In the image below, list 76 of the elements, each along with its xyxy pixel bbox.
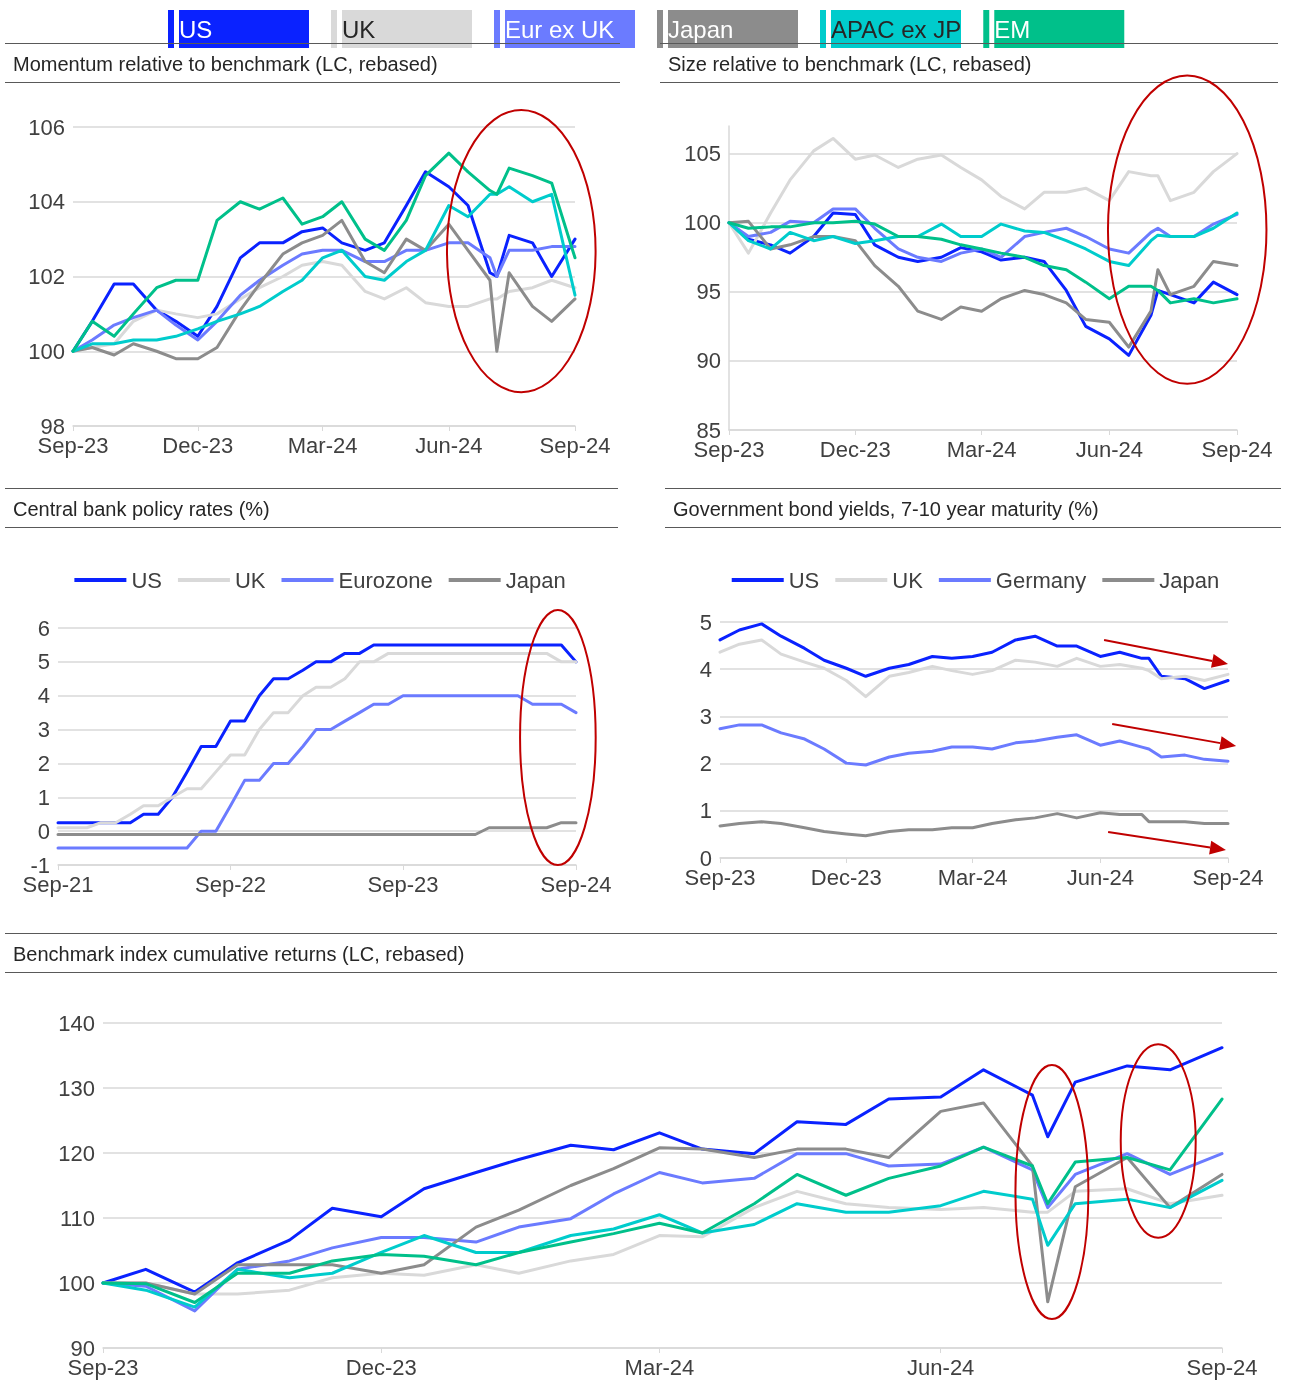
- y-tick-label: 106: [28, 114, 65, 140]
- y-tick-label: 95: [696, 279, 721, 305]
- chart-title: Size relative to benchmark (LC, rebased): [660, 43, 1278, 83]
- x-tick-label: Sep-24: [1186, 1354, 1258, 1380]
- line-series: [101, 1046, 1224, 1294]
- legend-label: Eurozone: [338, 567, 433, 593]
- legend-label: UK: [342, 15, 376, 43]
- y-tick-label: 104: [28, 189, 65, 215]
- x-tick-label: Sep-22: [195, 871, 266, 897]
- chart-title: Central bank policy rates (%): [5, 488, 618, 528]
- y-tick-label: 90: [70, 1335, 95, 1361]
- y-tick-label: 1: [699, 798, 712, 824]
- y-tick-label: 1: [37, 784, 50, 810]
- x-tick-label: Jun-24: [415, 432, 483, 458]
- y-tick-label: 2: [37, 750, 50, 776]
- x-tick-label: Mar-24: [624, 1354, 695, 1380]
- y-tick-label: 102: [28, 264, 65, 289]
- y-tick-label: -1: [30, 852, 50, 878]
- y-tick-label: 0: [37, 818, 50, 844]
- y-tick-label: 90: [696, 348, 721, 374]
- legend-label: US: [788, 567, 820, 593]
- x-tick-label: Sep-23: [367, 871, 439, 897]
- y-tick-label: 130: [58, 1075, 95, 1101]
- x-tick-label: Sep-24: [1201, 436, 1273, 462]
- y-tick-label: 100: [684, 210, 721, 236]
- y-tick-label: 2: [699, 751, 712, 777]
- y-tick-label: 98: [40, 413, 65, 439]
- line-series: [718, 638, 1230, 699]
- legend-label: Japan: [668, 15, 734, 43]
- y-tick-label: 100: [58, 1270, 95, 1296]
- y-tick-label: 0: [699, 845, 712, 871]
- legend-label: UK: [234, 567, 266, 593]
- legend-label: US: [179, 15, 213, 43]
- y-tick-label: 4: [37, 683, 50, 709]
- x-tick-label: Dec-23: [819, 436, 891, 462]
- y-tick-label: 4: [699, 656, 712, 682]
- x-tick-label: Dec-23: [810, 864, 882, 890]
- line-series: [727, 219, 1239, 305]
- x-tick-label: Mar-24: [287, 432, 358, 458]
- legend-label: Japan: [505, 567, 566, 593]
- chart-title: Government bond yields, 7-10 year maturity (%): [665, 488, 1281, 528]
- x-tick-label: Jun-24: [1075, 436, 1143, 462]
- line-series: [101, 1178, 1224, 1309]
- x-tick-label: Jun-24: [1066, 864, 1134, 890]
- y-tick-label: 100: [28, 338, 65, 364]
- chart-title: Benchmark index cumulative returns (LC, rebased): [5, 933, 1277, 973]
- y-tick-label: 6: [37, 615, 50, 641]
- legend-label: APAC ex JP: [831, 15, 962, 43]
- x-tick-label: Mar-24: [937, 864, 1008, 890]
- y-tick-label: 3: [37, 717, 50, 743]
- y-tick-label: 110: [59, 1205, 95, 1231]
- y-tick-label: 5: [699, 609, 712, 635]
- x-tick-label: Sep-24: [540, 871, 612, 897]
- y-tick-label: 3: [699, 703, 712, 729]
- x-tick-label: Jun-24: [907, 1354, 975, 1380]
- y-tick-label: 5: [37, 649, 50, 675]
- x-tick-label: Dec-23: [162, 432, 234, 458]
- y-tick-label: 140: [58, 1010, 95, 1036]
- x-tick-label: Sep-24: [539, 432, 611, 458]
- legend-label: Japan: [1159, 567, 1220, 593]
- legend-label: Germany: [995, 567, 1087, 593]
- x-tick-label: Dec-23: [345, 1354, 417, 1380]
- legend-label: EM: [994, 15, 1031, 43]
- chart-title: Momentum relative to benchmark (LC, rebased): [5, 43, 620, 83]
- line-series: [56, 694, 578, 850]
- y-tick-label: 85: [696, 417, 721, 443]
- legend-label: Eur ex UK: [505, 15, 615, 43]
- line-series: [718, 622, 1230, 691]
- legend-label: UK: [892, 567, 924, 593]
- x-tick-label: Sep-24: [1192, 864, 1264, 890]
- line-series: [718, 811, 1230, 838]
- y-tick-label: 105: [684, 141, 721, 167]
- line-series: [718, 723, 1230, 767]
- y-tick-label: 120: [58, 1140, 95, 1166]
- legend-label: US: [131, 567, 162, 593]
- x-tick-label: Mar-24: [946, 436, 1017, 462]
